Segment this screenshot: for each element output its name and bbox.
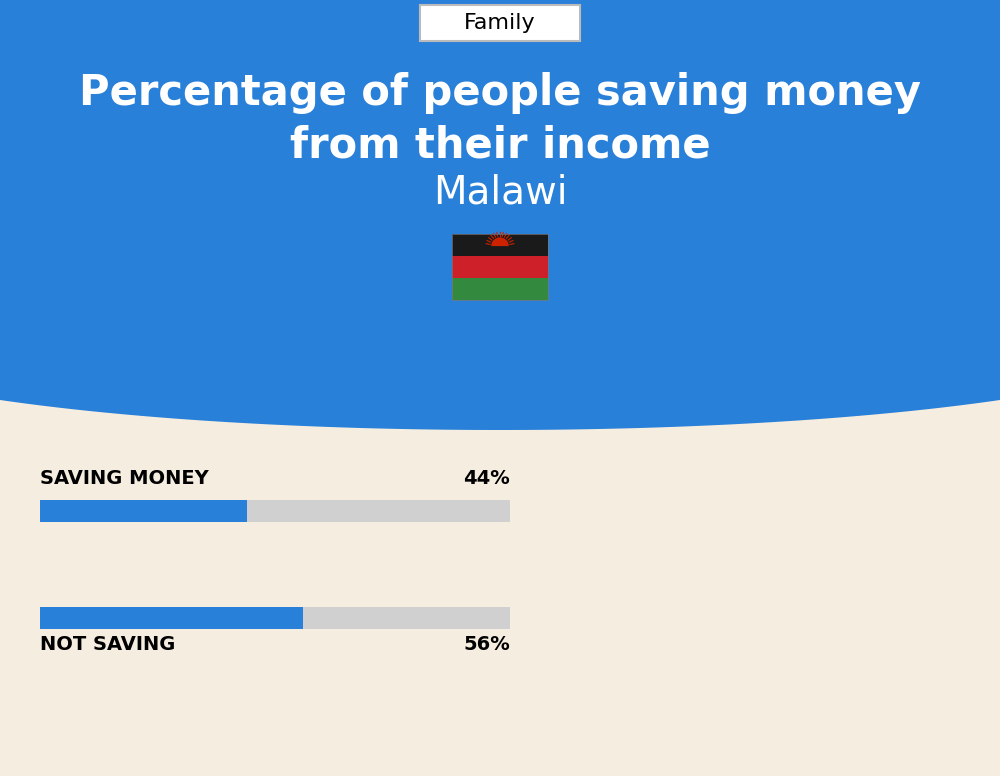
Text: Malawi: Malawi bbox=[433, 173, 567, 211]
Bar bbox=[40, 607, 510, 629]
Bar bbox=[452, 256, 548, 278]
Text: Percentage of people saving money: Percentage of people saving money bbox=[79, 72, 921, 114]
Bar bbox=[40, 500, 510, 522]
Bar bbox=[40, 607, 303, 629]
Text: from their income: from their income bbox=[290, 124, 710, 166]
Text: NOT SAVING: NOT SAVING bbox=[40, 636, 175, 654]
Text: 56%: 56% bbox=[463, 636, 510, 654]
Bar bbox=[452, 278, 548, 300]
Text: SAVING MONEY: SAVING MONEY bbox=[40, 469, 209, 487]
Polygon shape bbox=[0, 0, 1000, 430]
Bar bbox=[452, 234, 548, 256]
Bar bbox=[40, 500, 247, 522]
Bar bbox=[452, 234, 548, 300]
FancyBboxPatch shape bbox=[420, 5, 580, 41]
Text: Family: Family bbox=[464, 13, 536, 33]
Text: 44%: 44% bbox=[463, 469, 510, 487]
Polygon shape bbox=[491, 237, 509, 246]
